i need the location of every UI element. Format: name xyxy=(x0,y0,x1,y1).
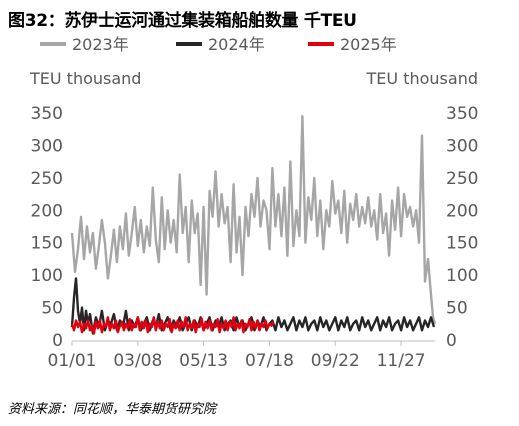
y-tick-label-right: 0 xyxy=(446,331,457,351)
legend-item-2025: 2025年 xyxy=(308,35,397,54)
series-line-2025 xyxy=(70,316,275,335)
y-axis-left-label: TEU thousand xyxy=(29,69,141,88)
y-axis-right: 0 50 100 150 200 250 300 350 xyxy=(446,104,478,351)
chart-title: 图32：苏伊士运河通过集装箱船舶数量 千TEU xyxy=(8,11,357,31)
y-axis-left: 0 50 100 150 200 250 300 350 xyxy=(31,104,63,351)
y-tick-label-right: 200 xyxy=(446,201,478,221)
legend: 2023年 2024年 2025年 xyxy=(40,35,397,54)
x-tick-label: 01/01 xyxy=(48,351,97,371)
x-tick-label: 05/13 xyxy=(179,351,228,371)
y-tick-label-left: 100 xyxy=(31,266,63,286)
legend-label: 2025年 xyxy=(340,35,397,54)
legend-label: 2024年 xyxy=(208,35,265,54)
y-tick-label-right: 350 xyxy=(446,104,478,124)
y-tick-label-left: 200 xyxy=(31,201,63,221)
series-lines xyxy=(70,114,437,335)
y-tick-label-left: 300 xyxy=(31,136,63,156)
y-tick-label-left: 250 xyxy=(31,169,63,189)
x-axis: 01/01 03/08 05/13 07/18 09/22 11/27 xyxy=(48,341,426,371)
legend-item-2024: 2024年 xyxy=(176,35,265,54)
y-tick-label-right: 150 xyxy=(446,234,478,254)
y-tick-label-right: 50 xyxy=(446,299,468,319)
y-tick-label-right: 100 xyxy=(446,266,478,286)
legend-item-2023: 2023年 xyxy=(40,35,129,54)
x-tick-label: 11/27 xyxy=(377,351,426,371)
source-note: 资料来源：同花顺，华泰期货研究院 xyxy=(8,402,217,417)
y-tick-label-left: 350 xyxy=(31,104,63,124)
x-tick-label: 03/08 xyxy=(113,351,162,371)
y-tick-label-left: 50 xyxy=(41,299,63,319)
x-tick-label: 07/18 xyxy=(245,351,294,371)
series-line-2023 xyxy=(70,114,437,325)
y-axis-right-label: TEU thousand xyxy=(366,69,478,88)
y-tick-label-left: 150 xyxy=(31,234,63,254)
y-tick-label-right: 300 xyxy=(446,136,478,156)
legend-label: 2023年 xyxy=(72,35,129,54)
x-tick-label: 09/22 xyxy=(311,351,360,371)
y-tick-label-right: 250 xyxy=(446,169,478,189)
y-tick-label-left: 0 xyxy=(52,331,63,351)
